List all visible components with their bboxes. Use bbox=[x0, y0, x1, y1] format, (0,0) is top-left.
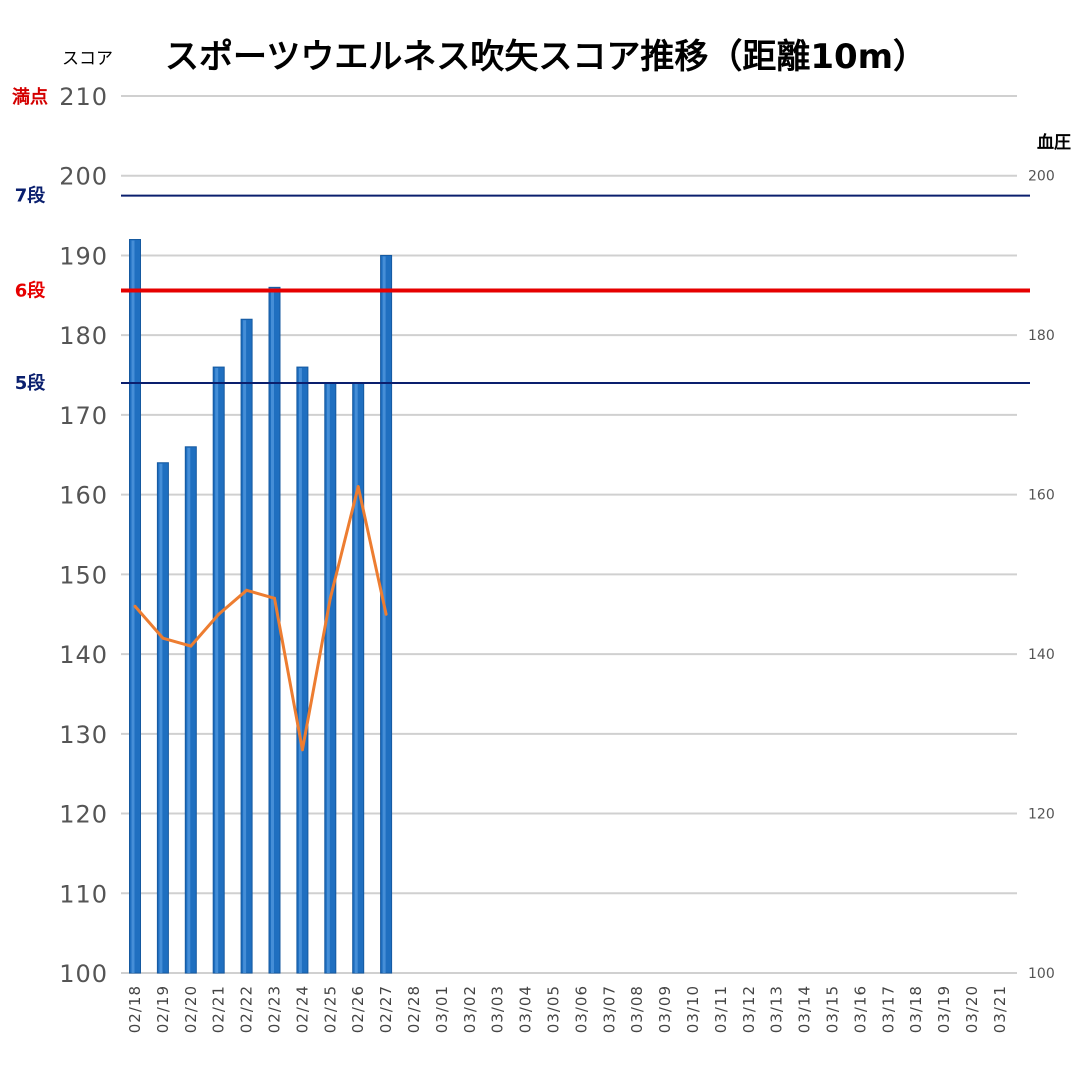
line-point bbox=[356, 485, 360, 489]
x-tick-label: 03/18 bbox=[907, 985, 925, 1033]
y-tick-label: 200 bbox=[59, 163, 108, 191]
x-tick-label: 03/01 bbox=[433, 985, 451, 1033]
y2-axis-title: 血圧 bbox=[1037, 132, 1071, 153]
line-point bbox=[273, 596, 276, 600]
bar-highlight bbox=[159, 463, 163, 973]
reference-lines: 満点 7段 6段 5段 bbox=[12, 86, 1030, 394]
bar bbox=[296, 366, 309, 974]
x-tick-label: 03/16 bbox=[851, 985, 869, 1033]
y-tick-label: 130 bbox=[59, 721, 108, 749]
x-tick-label: 03/17 bbox=[879, 985, 897, 1033]
line-point bbox=[245, 588, 249, 592]
bar bbox=[324, 382, 337, 974]
x-tick-label: 03/20 bbox=[963, 985, 981, 1033]
y-tick-label: 150 bbox=[59, 561, 108, 589]
grid-lines bbox=[121, 95, 1017, 974]
x-tick-label: 02/18 bbox=[126, 985, 144, 1033]
line-series bbox=[133, 485, 388, 752]
y-tick-label: 170 bbox=[59, 402, 108, 430]
x-tick-label: 02/21 bbox=[210, 985, 228, 1033]
x-tick-label: 02/24 bbox=[293, 985, 311, 1033]
bar-series bbox=[129, 239, 393, 974]
chart-title: スポーツウエルネス吹矢スコア推移（距離10m） bbox=[165, 37, 927, 77]
x-tick-label: 03/09 bbox=[656, 985, 674, 1033]
bar-highlight bbox=[326, 384, 330, 973]
bar-highlight bbox=[298, 368, 302, 973]
reference-label: 6段 bbox=[15, 280, 47, 302]
bar-highlight bbox=[382, 256, 386, 973]
bar bbox=[240, 318, 253, 974]
x-tick-label: 03/03 bbox=[489, 985, 507, 1033]
y-tick-label: 100 bbox=[59, 960, 108, 988]
reference-label: 5段 bbox=[15, 372, 47, 394]
bar bbox=[268, 286, 281, 974]
bar-highlight bbox=[215, 368, 219, 973]
x-tick-label: 03/14 bbox=[796, 985, 814, 1033]
x-tick-label: 03/19 bbox=[935, 985, 953, 1033]
x-tick-label: 02/19 bbox=[154, 985, 172, 1033]
x-tick-label: 03/13 bbox=[768, 985, 786, 1033]
y2-tick-label: 200 bbox=[1028, 169, 1055, 185]
bar bbox=[156, 462, 169, 974]
y-tick-label: 110 bbox=[59, 880, 108, 908]
x-axis-ticks: 02/18 02/19 02/20 02/21 02/22 02/23 02/24 02/25… bbox=[126, 985, 1009, 1033]
line-point bbox=[133, 604, 137, 608]
x-tick-label: 03/06 bbox=[572, 985, 590, 1033]
line-point bbox=[384, 612, 388, 616]
x-tick-label: 03/02 bbox=[461, 985, 479, 1033]
y2-axis-ticks: 100 120 140 160 180 200 bbox=[1028, 169, 1055, 982]
line-path bbox=[133, 485, 388, 752]
x-tick-label: 03/15 bbox=[824, 985, 842, 1033]
line-point bbox=[300, 748, 304, 752]
y-tick-label: 160 bbox=[59, 482, 108, 510]
bar-highlight bbox=[354, 384, 358, 973]
bar-highlight bbox=[131, 240, 135, 973]
x-tick-label: 03/07 bbox=[600, 985, 618, 1033]
bar bbox=[212, 366, 225, 974]
x-tick-label: 03/21 bbox=[991, 985, 1009, 1033]
x-tick-label: 03/12 bbox=[740, 985, 758, 1033]
x-tick-label: 02/25 bbox=[321, 985, 339, 1033]
x-tick-label: 02/27 bbox=[377, 985, 395, 1033]
line-point bbox=[161, 636, 165, 640]
y-tick-label: 140 bbox=[59, 641, 108, 669]
x-tick-label: 02/28 bbox=[405, 985, 423, 1033]
line-point bbox=[217, 612, 221, 616]
x-tick-label: 03/08 bbox=[628, 985, 646, 1033]
bar bbox=[352, 382, 365, 974]
y2-tick-label: 160 bbox=[1028, 488, 1055, 504]
x-tick-label: 02/22 bbox=[238, 985, 256, 1033]
y2-tick-label: 180 bbox=[1028, 328, 1055, 344]
x-tick-label: 03/05 bbox=[545, 985, 563, 1033]
reference-label: 7段 bbox=[15, 185, 47, 207]
y2-tick-label: 120 bbox=[1028, 807, 1055, 823]
bar-highlight bbox=[271, 288, 274, 973]
y-axis-title: スコア bbox=[62, 49, 113, 69]
y-tick-label: 190 bbox=[59, 242, 108, 270]
y2-tick-label: 140 bbox=[1028, 647, 1055, 663]
bar-highlight bbox=[243, 320, 247, 974]
line-point bbox=[328, 596, 332, 600]
y2-tick-label: 100 bbox=[1028, 966, 1055, 982]
x-tick-label: 03/10 bbox=[684, 985, 702, 1033]
bar-highlight bbox=[187, 447, 191, 973]
y-axis-ticks: 100 110 120 130 140 150 160 170 180 190 200 210 bbox=[59, 83, 108, 988]
x-tick-label: 02/23 bbox=[266, 985, 284, 1033]
x-tick-label: 02/20 bbox=[182, 985, 200, 1033]
line-point bbox=[189, 644, 193, 648]
x-tick-label: 02/26 bbox=[349, 985, 367, 1033]
y-tick-label: 180 bbox=[59, 322, 108, 350]
x-tick-label: 03/11 bbox=[712, 985, 730, 1033]
reference-label: 満点 bbox=[12, 86, 48, 108]
y-tick-label: 210 bbox=[59, 83, 108, 111]
y-tick-label: 120 bbox=[59, 801, 108, 829]
bar bbox=[184, 446, 197, 974]
x-tick-label: 03/04 bbox=[517, 985, 535, 1033]
